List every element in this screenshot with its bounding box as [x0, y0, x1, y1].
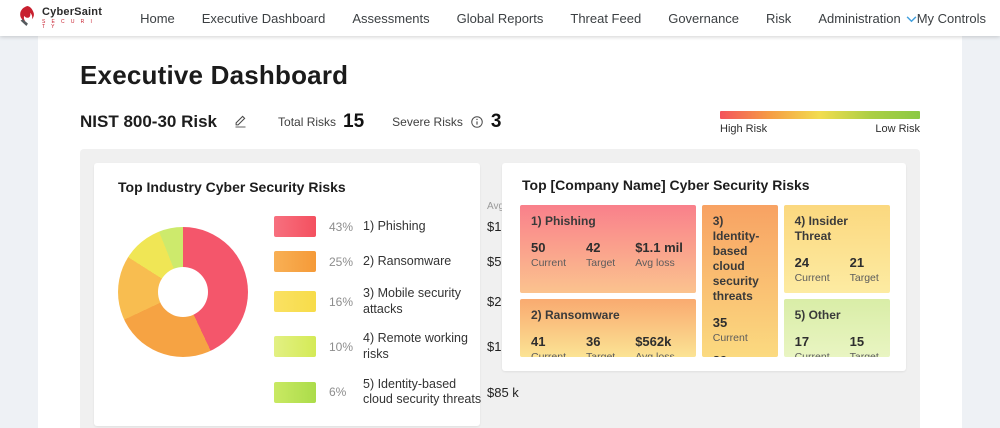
legend-swatch — [274, 251, 316, 272]
brand-logo[interactable]: CyberSaint S E C U R I T Y — [16, 4, 102, 33]
treemap-box-ransomware[interactable]: 2) Ransomware 41 Current 36 Target $562k Av… — [520, 299, 696, 357]
severe-risks-stat: Severe Risks 3 — [392, 111, 501, 133]
nav-right-group: My Controls [Name] — [917, 11, 1000, 26]
treemap-box-identity-threats[interactable]: 3) Identity-based cloud security threats… — [701, 205, 778, 357]
legend-swatch — [274, 216, 316, 237]
legend-swatch — [274, 291, 316, 313]
industry-risk-donut-chart — [118, 227, 248, 357]
legend-row: 6% 5) Identity-based cloud security thre… — [274, 377, 549, 408]
legend-swatch — [274, 381, 316, 403]
legend-row: 10% 4) Remote working risks $175 k — [274, 331, 549, 362]
company-risk-treemap: 1) Phishing 50 Current 42 Target $1.1 mil A… — [520, 205, 890, 357]
legend-label: 2) Ransomware — [363, 253, 452, 268]
treemap-box-title: 3) Identity-based cloud security threats — [712, 214, 760, 303]
risk-gradient-bar — [720, 111, 920, 119]
nav-my-controls[interactable]: My Controls — [916, 10, 987, 26]
current-value: 17 — [794, 334, 810, 349]
legend-pct: 25% — [329, 254, 354, 269]
legend-value: $85 k — [487, 384, 519, 400]
avg-loss-value: $562k — [635, 334, 672, 349]
current-label: Current — [794, 272, 830, 284]
legend-label: 1) Phishing — [363, 218, 426, 233]
treemap-box-phishing[interactable]: 1) Phishing 50 Current 42 Target $1.1 mil A… — [520, 205, 696, 293]
main-content: Executive Dashboard NIST 800-30 Risk Tot… — [38, 36, 962, 428]
total-risks-value: 15 — [343, 111, 365, 132]
target-label: Target — [586, 257, 616, 269]
nav-home[interactable]: Home — [140, 10, 175, 26]
brand-subtitle: S E C U R I T Y — [42, 18, 95, 30]
nav-governance[interactable]: Governance — [668, 10, 740, 26]
legend-pct: 10% — [329, 339, 354, 354]
cybersaint-logo-icon — [16, 4, 36, 33]
severe-risks-value: 3 — [490, 111, 502, 132]
current-label: Current — [531, 257, 567, 269]
legend-pct: 43% — [329, 219, 354, 234]
target-label: Target — [849, 272, 879, 284]
treemap-box-title: 2) Ransomware — [531, 308, 620, 322]
legend-pct: 6% — [329, 385, 347, 400]
target-value: 15 — [849, 334, 865, 349]
donut-hole — [158, 267, 208, 317]
target-value: 42 — [586, 240, 601, 255]
legend-swatch — [274, 336, 316, 358]
nav-risk[interactable]: Risk — [766, 10, 792, 26]
page-title: Executive Dashboard — [80, 60, 349, 90]
company-risks-card: Top [Company Name] Cyber Security Risks … — [502, 163, 906, 371]
current-value: 35 — [712, 315, 728, 330]
current-value: 24 — [794, 255, 810, 270]
company-card-title: Top [Company Name] Cyber Security Risks — [522, 177, 810, 193]
chevron-down-icon — [906, 11, 917, 26]
brand-name: CyberSaint — [42, 5, 103, 18]
nav-threat-feed[interactable]: Threat Feed — [570, 10, 642, 26]
legend-label: 4) Remote working risks — [363, 331, 468, 361]
target-label: Target — [586, 351, 616, 357]
nav-executive-dashboard[interactable]: Executive Dashboard — [201, 10, 326, 26]
risk-scale-legend: High Risk Low Risk — [720, 111, 920, 135]
target-label: Target — [849, 351, 879, 357]
treemap-box-title: 5) Other — [794, 308, 841, 322]
industry-card-title: Top Industry Cyber Security Risks — [118, 179, 346, 195]
treemap-box-title: 1) Phishing — [531, 214, 596, 228]
current-value: 41 — [531, 334, 546, 349]
industry-risks-card: Top Industry Cyber Security Risks Avg. l… — [94, 163, 533, 426]
info-icon[interactable] — [470, 115, 484, 129]
current-label: Current — [712, 332, 748, 344]
low-risk-label: Low Risk — [875, 123, 920, 135]
risk-cards-band: Top Industry Cyber Security Risks Avg. l… — [80, 149, 920, 428]
treemap-box-title: 4) Insider Threat — [794, 214, 848, 243]
avg-loss-label: Avg loss — [635, 351, 675, 357]
target-value: 29 — [713, 353, 742, 357]
top-navigation: CyberSaint S E C U R I T Y Home Executiv… — [0, 0, 1000, 36]
nav-global-reports[interactable]: Global Reports — [456, 10, 544, 26]
edit-nist-button[interactable] — [231, 111, 250, 133]
total-risks-stat: Total Risks 15 — [278, 111, 364, 133]
pencil-icon — [233, 113, 248, 131]
severe-risks-label: Severe Risks — [392, 115, 463, 129]
target-value: 36 — [586, 334, 601, 349]
total-risks-label: Total Risks — [278, 115, 337, 129]
main-nav: Home Executive Dashboard Assessments Glo… — [140, 11, 917, 26]
current-value: 50 — [531, 240, 546, 255]
target-value: 21 — [849, 255, 865, 270]
current-label: Current — [794, 351, 830, 357]
nist-section-header: NIST 800-30 Risk Total Risks 15 Severe R… — [80, 111, 920, 135]
avg-loss-label: Avg loss — [635, 257, 675, 269]
avg-loss-value: $1.1 mil — [635, 240, 683, 255]
nav-assessments[interactable]: Assessments — [352, 10, 430, 26]
nav-administration[interactable]: Administration — [818, 11, 917, 26]
legend-label: 5) Identity-based cloud security threats — [363, 376, 482, 407]
current-label: Current — [531, 351, 567, 357]
high-risk-label: High Risk — [720, 123, 768, 135]
legend-pct: 16% — [329, 294, 354, 309]
legend-label: 3) Mobile security attacks — [363, 286, 461, 316]
nist-section-title: NIST 800-30 Risk — [80, 112, 218, 131]
